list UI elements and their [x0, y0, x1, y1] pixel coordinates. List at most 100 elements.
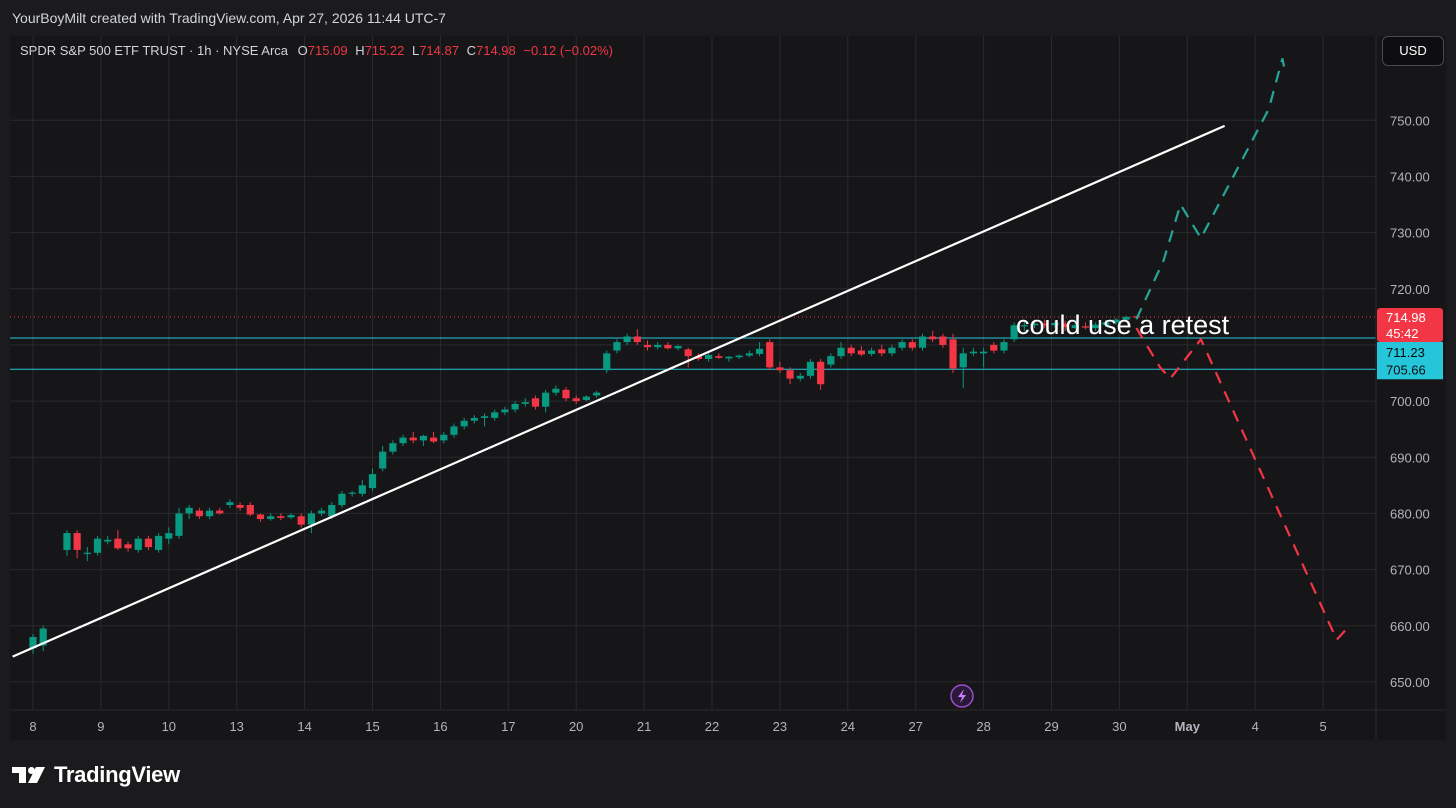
annotation-text[interactable]: could use a retest: [1016, 310, 1230, 340]
low-label: L: [411, 43, 420, 58]
price-tick-label: 690.00: [1390, 450, 1430, 465]
candle-body: [603, 353, 611, 371]
candle-body: [908, 342, 916, 348]
footer-brand: TradingView: [12, 760, 180, 790]
lightning-icon[interactable]: [950, 684, 974, 708]
candle-body: [582, 396, 590, 400]
drawings: [12, 58, 1348, 658]
candle-body: [867, 350, 876, 354]
candle-body: [256, 514, 265, 520]
price-tick-label: 740.00: [1390, 169, 1430, 184]
open-label: O: [297, 43, 308, 58]
time-tick-label: 8: [29, 719, 36, 734]
candle-body: [592, 392, 601, 396]
time-tick-label: 13: [229, 719, 243, 734]
candle-body: [1112, 319, 1120, 323]
candle-body: [847, 347, 855, 354]
candles: [29, 315, 1140, 654]
candle-body: [990, 344, 998, 351]
last-price-tag-value: 714.98: [1386, 310, 1426, 325]
candle-body: [664, 344, 672, 349]
candle-body: [440, 434, 448, 441]
candle-body: [531, 398, 540, 407]
candle-body: [705, 355, 713, 359]
candle-body: [470, 417, 478, 421]
candle-body: [827, 356, 835, 365]
candle-body: [552, 388, 560, 393]
candle-body: [1010, 325, 1018, 340]
candle-body: [287, 515, 295, 518]
candle-body: [674, 346, 682, 349]
candle-body: [542, 392, 550, 407]
candle-body: [267, 516, 275, 520]
candle-body: [480, 416, 489, 418]
time-tick-label: 20: [569, 719, 583, 734]
attribution-bar: YourBoyMilt created with TradingView.com…: [0, 0, 1456, 36]
price-tick-label: 680.00: [1390, 506, 1430, 521]
candle-body: [104, 539, 112, 542]
candle-body: [155, 535, 163, 550]
time-tick-label: 15: [365, 719, 379, 734]
candle-body: [623, 336, 631, 343]
chart-grid: [10, 36, 1376, 710]
time-tick-label: 28: [976, 719, 990, 734]
bullish-projection-path: [1135, 58, 1287, 320]
ohlc-legend: SPDR S&P 500 ETF TRUST · 1h · NYSE Arca …: [20, 43, 613, 58]
bearish-projection-path: [1135, 327, 1348, 642]
currency-button[interactable]: USD: [1382, 36, 1444, 66]
candle-body: [918, 336, 927, 348]
candle-body: [175, 513, 183, 536]
symbol-title[interactable]: SPDR S&P 500 ETF TRUST · 1h · NYSE Arca: [20, 43, 289, 58]
candle-body: [766, 342, 774, 368]
time-tick-label: 23: [773, 719, 787, 734]
candle-body: [806, 361, 815, 376]
candle-body: [368, 474, 377, 489]
lower-level-tag: [1377, 359, 1443, 380]
upper-level-tag-value: 711.23: [1386, 345, 1425, 360]
candle-body: [613, 342, 621, 351]
candle-body: [358, 485, 366, 494]
candle-body: [643, 344, 652, 348]
price-tick-label: 750.00: [1390, 113, 1430, 128]
candle-body: [817, 361, 825, 385]
price-tick-label: 700.00: [1390, 394, 1430, 409]
open-value: 715.09: [307, 43, 348, 58]
candle-body: [29, 636, 37, 649]
last-price-tag: [1377, 307, 1443, 342]
time-axis[interactable]: 8 9 10 13 14 15 16 17 20 21 22 23 24 27 28 29 30 May 4 5: [10, 709, 1446, 734]
price-tick-label: 660.00: [1390, 619, 1430, 634]
candle-body: [389, 443, 397, 452]
time-tick-label: 30: [1112, 719, 1126, 734]
candle-body: [195, 510, 203, 517]
candle-body: [144, 538, 153, 548]
time-tick-label: 14: [297, 719, 311, 734]
candle-body: [684, 349, 692, 357]
lower-level-tag-value: 705.66: [1386, 362, 1426, 377]
candle-body: [134, 538, 142, 550]
time-tick-label: 4: [1252, 719, 1259, 734]
candle-body: [786, 370, 794, 379]
candle-body: [511, 403, 519, 410]
candle-body: [1030, 323, 1039, 326]
candle-body: [1020, 325, 1028, 327]
candle-body: [399, 437, 407, 444]
candle-body: [430, 437, 438, 442]
candle-body: [328, 504, 336, 517]
time-tick-label: 22: [705, 719, 719, 734]
candle-body: [837, 347, 845, 357]
candle-body: [124, 544, 132, 549]
candle-body: [348, 492, 356, 494]
price-axis[interactable]: 650.00660.00670.00680.00690.00700.00710.…: [1375, 36, 1430, 740]
candle-body: [888, 347, 896, 354]
candle-body: [521, 402, 529, 404]
chart-pane[interactable]: [10, 36, 1446, 740]
candle-body: [338, 493, 346, 505]
candle-body: [898, 342, 906, 348]
candle-body: [572, 398, 580, 402]
candle-body: [562, 389, 570, 399]
time-tick-label: 29: [1044, 719, 1058, 734]
candle-body: [1041, 323, 1049, 326]
price-tick-label: 730.00: [1390, 226, 1430, 241]
